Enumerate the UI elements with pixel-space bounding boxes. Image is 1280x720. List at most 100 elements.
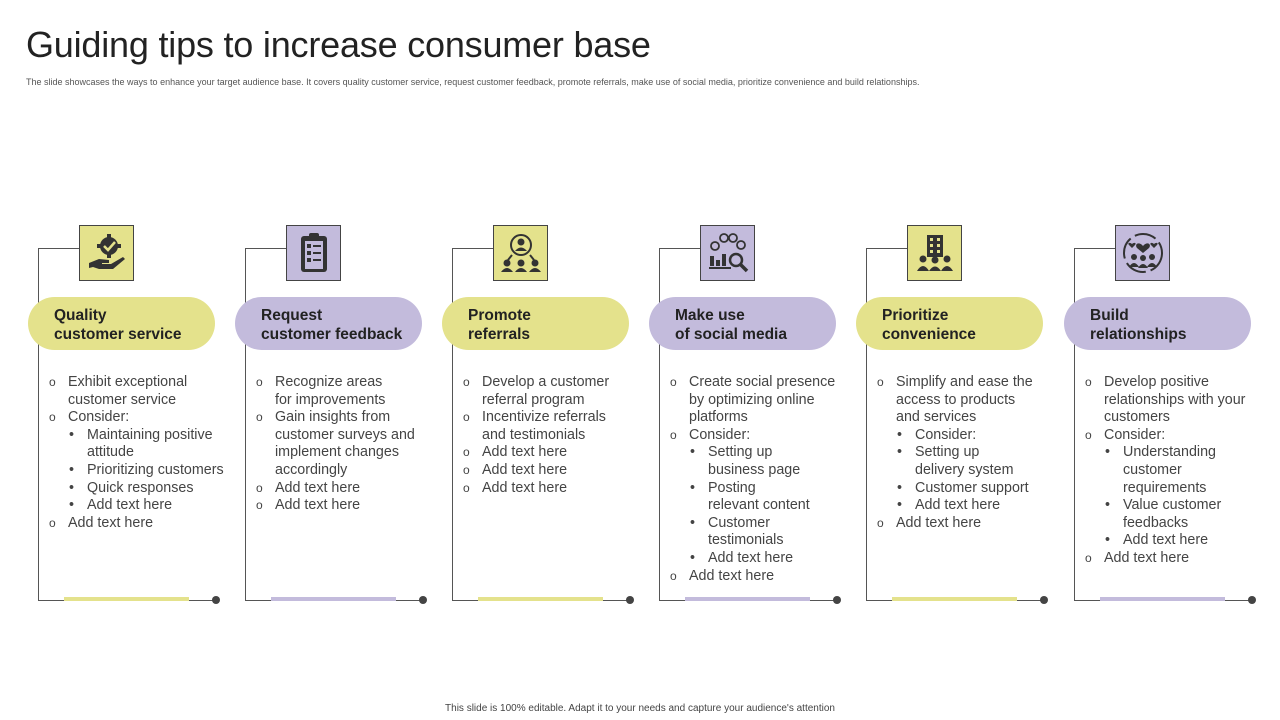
accent-bar <box>64 597 189 601</box>
list-item: platforms <box>689 409 748 426</box>
connector-line <box>659 248 701 249</box>
sub-list-item: Understanding <box>1085 444 1280 462</box>
people-hearts-icon <box>1115 225 1170 281</box>
sub-list-item: Quick responses <box>49 480 259 498</box>
slide-footer: This slide is 100% editable. Adapt it to… <box>445 703 835 714</box>
sub-list-item: Customer support <box>877 480 1087 498</box>
accent-bar <box>892 597 1017 601</box>
list-item: and services <box>896 409 977 426</box>
card-heading: Promote referrals <box>442 297 629 350</box>
connector-dot <box>419 596 427 604</box>
connector-line <box>38 248 80 249</box>
list-item: Simplify and ease the <box>877 374 1087 392</box>
card-heading: Prioritize convenience <box>856 297 1043 350</box>
connector-dot <box>833 596 841 604</box>
sub-list-item: Add text here <box>670 550 880 568</box>
list-item: customer surveys and <box>275 426 415 443</box>
list-item: customers <box>1104 409 1170 426</box>
list-item: and testimonials <box>482 426 586 443</box>
connector-line <box>866 248 908 249</box>
connector-line <box>38 248 39 600</box>
list-item: referral program <box>482 391 585 408</box>
building-people-icon <box>907 225 962 281</box>
sub-list-item: relevant content <box>708 497 810 514</box>
connector-line <box>452 248 494 249</box>
list-item: for improvements <box>275 391 386 408</box>
sub-list-item: Add text here <box>49 497 259 515</box>
list-item: Add text here <box>256 497 466 515</box>
list-item: Add text here <box>1085 550 1280 568</box>
sub-list-item: Consider: <box>877 427 1087 445</box>
connector-line <box>866 248 867 600</box>
list-item: relationships with your <box>1104 391 1246 408</box>
sub-list-item: feedbacks <box>1123 514 1189 531</box>
accent-bar <box>1100 597 1225 601</box>
connector-line <box>1074 248 1075 600</box>
list-item: Consider: <box>670 427 880 445</box>
referral-network-icon <box>493 225 548 281</box>
list-item: implement changes <box>275 444 399 461</box>
list-item: Recognize areas <box>256 374 466 392</box>
accent-bar <box>685 597 810 601</box>
list-item: Gain insights from <box>256 409 466 427</box>
connector-line <box>452 248 453 600</box>
list-item: Add text here <box>463 462 673 480</box>
accent-bar <box>271 597 396 601</box>
clipboard-checklist-icon <box>286 225 341 281</box>
connector-dot <box>626 596 634 604</box>
sub-list-item: Setting up <box>670 444 880 462</box>
sub-list-item: business page <box>708 461 801 478</box>
slide-subtitle: The slide showcases the ways to enhance … <box>26 77 920 87</box>
connector-dot <box>1248 596 1256 604</box>
list-item: Add text here <box>670 568 880 586</box>
list-item: Exhibit exceptional <box>49 374 259 392</box>
list-item: Add text here <box>463 444 673 462</box>
connector-line <box>1074 248 1116 249</box>
connector-dot <box>1040 596 1048 604</box>
sub-list-item: Prioritizing customers <box>49 462 259 480</box>
sub-list-item: Posting <box>670 480 880 498</box>
list-item: Incentivize referrals <box>463 409 673 427</box>
card-heading: Build relationships <box>1064 297 1251 350</box>
sub-list-item: customer <box>1123 461 1182 478</box>
list-item: Add text here <box>256 480 466 498</box>
sub-list-item: requirements <box>1123 479 1207 496</box>
sub-list-item: Maintaining positive <box>49 427 259 445</box>
list-item: by optimizing online <box>689 391 815 408</box>
sub-list-item: delivery system <box>915 461 1014 478</box>
sub-list-item: Value customer <box>1085 497 1280 515</box>
list-item: Add text here <box>463 480 673 498</box>
connector-line <box>659 248 660 600</box>
sub-list-item: Setting up <box>877 444 1087 462</box>
list-item: Consider: <box>1085 427 1280 445</box>
connector-line <box>245 248 246 600</box>
list-item: accordingly <box>275 461 348 478</box>
slide-title: Guiding tips to increase consumer base <box>26 24 651 65</box>
card-heading: Request customer feedback <box>235 297 422 350</box>
list-item: Create social presence <box>670 374 880 392</box>
sub-list-item: testimonials <box>708 532 784 549</box>
list-item: Add text here <box>877 515 1087 533</box>
list-item: Develop positive <box>1085 374 1280 392</box>
list-item: customer service <box>68 391 177 408</box>
social-media-analytics-icon <box>700 225 755 281</box>
card-heading: Quality customer service <box>28 297 215 350</box>
card-heading: Make use of social media <box>649 297 836 350</box>
accent-bar <box>478 597 603 601</box>
hand-gear-check-icon <box>79 225 134 281</box>
list-item: Consider: <box>49 409 259 427</box>
connector-dot <box>212 596 220 604</box>
list-item: access to products <box>896 391 1016 408</box>
